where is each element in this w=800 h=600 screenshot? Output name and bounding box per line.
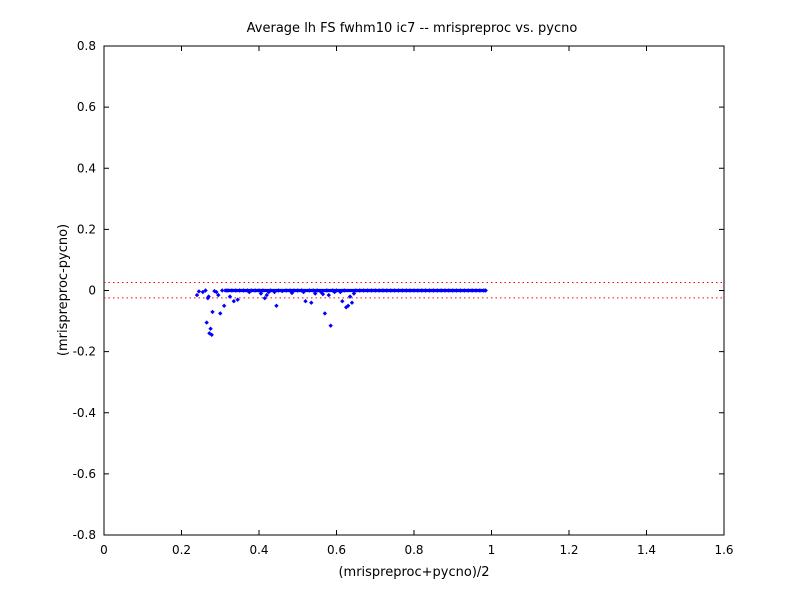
data-point bbox=[312, 291, 318, 296]
y-tick-label: -0.2 bbox=[73, 345, 96, 359]
data-point bbox=[231, 298, 237, 304]
data-point bbox=[206, 294, 211, 299]
y-tick-label: -0.4 bbox=[73, 406, 96, 420]
data-point bbox=[303, 298, 308, 304]
data-point bbox=[274, 303, 279, 308]
y-tick-label: -0.8 bbox=[73, 528, 96, 542]
data-point bbox=[219, 288, 225, 293]
chart-title: Average lh FS fwhm10 ic7 -- mrispreproc … bbox=[247, 21, 578, 36]
x-tick-label: 1.4 bbox=[637, 543, 656, 557]
x-tick-label: 1.6 bbox=[714, 543, 733, 557]
x-tick-label: 0.8 bbox=[404, 543, 423, 557]
data-points bbox=[194, 288, 488, 338]
y-tick-label: 0 bbox=[88, 284, 96, 298]
x-tick-label: 0.6 bbox=[327, 543, 346, 557]
x-axis-label: (mrispreproc+pycno)/2 bbox=[338, 565, 489, 580]
x-tick-label: 0 bbox=[100, 543, 108, 557]
data-point bbox=[227, 294, 233, 299]
x-tick-label: 0.4 bbox=[249, 543, 268, 557]
data-point bbox=[340, 298, 345, 304]
data-point bbox=[345, 303, 351, 308]
data-point bbox=[218, 311, 223, 316]
data-point bbox=[349, 300, 355, 305]
data-point bbox=[210, 309, 215, 315]
data-point bbox=[203, 288, 208, 293]
data-point bbox=[214, 289, 219, 295]
x-tick-label: 1.2 bbox=[559, 543, 578, 557]
y-tick-label: 0.4 bbox=[77, 161, 96, 175]
y-tick-label: -0.6 bbox=[73, 467, 96, 481]
data-point bbox=[347, 294, 353, 299]
data-point bbox=[322, 311, 328, 316]
data-point bbox=[212, 288, 217, 294]
data-point bbox=[204, 320, 209, 325]
data-point bbox=[221, 303, 227, 308]
data-point bbox=[262, 295, 268, 301]
data-point bbox=[216, 292, 221, 298]
data-point bbox=[309, 300, 314, 305]
y-tick-label: 0.6 bbox=[77, 100, 96, 114]
data-point bbox=[200, 289, 206, 295]
data-point bbox=[320, 291, 326, 297]
y-tick-label: 0.8 bbox=[77, 39, 96, 53]
data-point bbox=[264, 292, 269, 298]
data-point bbox=[351, 291, 357, 296]
data-point bbox=[328, 323, 333, 328]
data-point bbox=[196, 289, 202, 294]
data-point bbox=[258, 291, 264, 296]
data-point bbox=[209, 332, 214, 338]
y-tick-label: 0.2 bbox=[77, 222, 96, 236]
x-axis-ticks: 0 0.2 0.4 0.6 0.8 1 1.2 1.4 1.6 bbox=[100, 46, 734, 557]
data-point bbox=[235, 297, 240, 302]
x-tick-label: 0.2 bbox=[172, 543, 191, 557]
data-point bbox=[194, 292, 200, 298]
y-axis-ticks: -0.8 -0.6 -0.4 -0.2 0 0.2 0.4 0.6 0.8 bbox=[73, 39, 724, 542]
data-point bbox=[208, 326, 213, 331]
y-axis-label: (mrispreproc-pycno) bbox=[56, 224, 71, 356]
x-tick-label: 1 bbox=[488, 543, 496, 557]
data-point bbox=[326, 292, 331, 298]
